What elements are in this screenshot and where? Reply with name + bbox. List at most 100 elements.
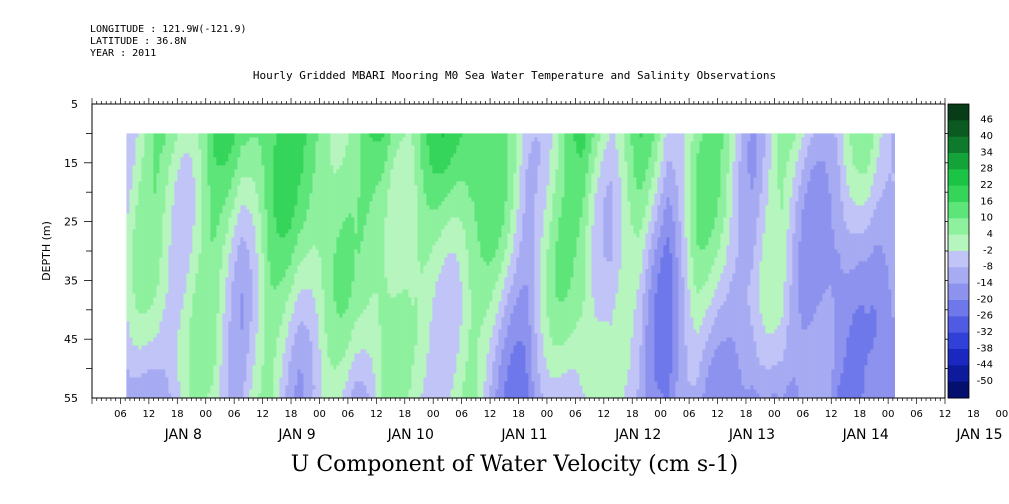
- heatmap-cell: [204, 177, 208, 182]
- heatmap-cell: [150, 133, 154, 138]
- heatmap-cell: [129, 277, 133, 282]
- heatmap-cell: [138, 325, 142, 330]
- heatmap-cell: [219, 317, 223, 322]
- heatmap-cell: [228, 181, 232, 186]
- heatmap-cell: [204, 257, 208, 262]
- heatmap-cell: [168, 289, 172, 294]
- heatmap-cell: [147, 201, 151, 206]
- heatmap-cell: [132, 149, 136, 154]
- heatmap-cell: [204, 293, 208, 298]
- heatmap-cell: [192, 213, 196, 218]
- heatmap-cell: [186, 297, 190, 302]
- heatmap-cell: [129, 349, 133, 354]
- heatmap-cell: [168, 209, 172, 214]
- heatmap-cell: [207, 377, 211, 382]
- heatmap-cell: [219, 137, 223, 142]
- heatmap-cell: [168, 197, 172, 202]
- heatmap-cell: [192, 301, 196, 306]
- heatmap-cell: [126, 193, 130, 198]
- heatmap-cell: [189, 317, 193, 322]
- heatmap-cell: [150, 361, 154, 366]
- heatmap-cell: [180, 261, 184, 266]
- heatmap-cell: [156, 213, 160, 218]
- heatmap-cell: [213, 365, 217, 370]
- heatmap-cell: [210, 289, 214, 294]
- heatmap-cell: [129, 309, 133, 314]
- heatmap-cell: [126, 225, 130, 230]
- heatmap-cell: [141, 213, 145, 218]
- heatmap-cell: [132, 345, 136, 350]
- heatmap-cell: [198, 221, 202, 226]
- heatmap-cell: [132, 353, 136, 358]
- heatmap-cell: [210, 369, 214, 374]
- heatmap-cell: [189, 157, 193, 162]
- heatmap-cell: [150, 153, 154, 158]
- heatmap-cell: [195, 197, 199, 202]
- heatmap-cell: [141, 337, 145, 342]
- heatmap-cell: [147, 389, 151, 394]
- heatmap-cell: [159, 345, 163, 350]
- heatmap-cell: [132, 141, 136, 146]
- heatmap-cell: [222, 329, 226, 334]
- heatmap-cell: [174, 233, 178, 238]
- heatmap-cell: [165, 321, 169, 326]
- heatmap-cell: [189, 149, 193, 154]
- heatmap-cell: [135, 285, 139, 290]
- heatmap-cell: [150, 273, 154, 278]
- heatmap-cell: [177, 249, 181, 254]
- heatmap-cell: [216, 221, 220, 226]
- heatmap-cell: [207, 241, 211, 246]
- heatmap-cell: [129, 393, 133, 398]
- heatmap-cell: [138, 269, 142, 274]
- heatmap-cell: [180, 237, 184, 242]
- heatmap-cell: [150, 325, 154, 330]
- heatmap-cell: [141, 333, 145, 338]
- heatmap-cell: [132, 277, 136, 282]
- heatmap-cell: [138, 145, 142, 150]
- heatmap-cell: [162, 245, 166, 250]
- heatmap-cell: [138, 225, 142, 230]
- heatmap-cell: [210, 157, 214, 162]
- heatmap-cell: [210, 385, 214, 390]
- heatmap-cell: [159, 381, 163, 386]
- heatmap-cell: [189, 249, 193, 254]
- heatmap-cell: [213, 185, 217, 190]
- heatmap-cell: [132, 369, 136, 374]
- heatmap-cell: [156, 261, 160, 266]
- heatmap-cell: [192, 225, 196, 230]
- heatmap-cell: [126, 377, 130, 382]
- heatmap-cell: [207, 233, 211, 238]
- heatmap-cell: [216, 277, 220, 282]
- heatmap-cell: [192, 345, 196, 350]
- heatmap-cell: [201, 141, 205, 146]
- heatmap-cell: [225, 293, 229, 298]
- heatmap-cell: [213, 233, 217, 238]
- heatmap-cell: [201, 297, 205, 302]
- heatmap-cell: [177, 241, 181, 246]
- heatmap-cell: [216, 209, 220, 214]
- heatmap-cell: [210, 345, 214, 350]
- heatmap-cell: [141, 341, 145, 346]
- heatmap-cell: [180, 393, 184, 398]
- heatmap-cell: [204, 205, 208, 210]
- heatmap-cell: [180, 333, 184, 338]
- heatmap-cell: [192, 249, 196, 254]
- heatmap-cell: [153, 389, 157, 394]
- heatmap-cell: [207, 133, 211, 138]
- heatmap-cell: [186, 217, 190, 222]
- heatmap-cell: [189, 265, 193, 270]
- heatmap-cell: [138, 181, 142, 186]
- heatmap-cell: [198, 345, 202, 350]
- heatmap-cell: [183, 349, 187, 354]
- heatmap-cell: [213, 141, 217, 146]
- heatmap-cell: [171, 309, 175, 314]
- heatmap-cell: [195, 361, 199, 366]
- heatmap-cell: [147, 345, 151, 350]
- heatmap-cell: [219, 269, 223, 274]
- heatmap-cell: [135, 229, 139, 234]
- heatmap-cell: [225, 245, 229, 250]
- heatmap-cell: [204, 241, 208, 246]
- heatmap-cell: [210, 281, 214, 286]
- heatmap-cell: [210, 201, 214, 206]
- heatmap-cell: [138, 237, 142, 242]
